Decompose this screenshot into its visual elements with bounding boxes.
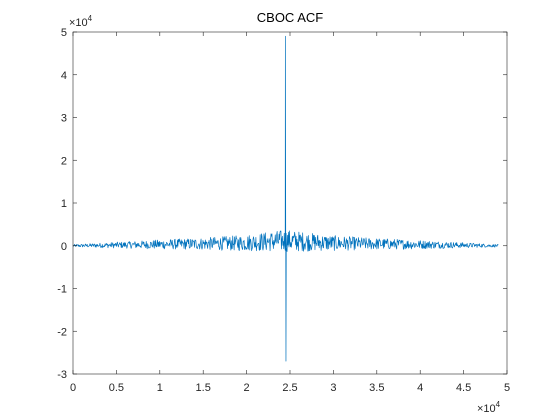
x-tick-label: 3	[330, 382, 336, 394]
y-tick-label: 1	[61, 198, 67, 210]
x-exponent-base: ×10	[477, 403, 496, 415]
y-tick-label: 0	[61, 241, 67, 253]
x-tick-label: 1	[157, 382, 163, 394]
y-tick-label: -1	[57, 284, 67, 296]
series-layer	[72, 35, 499, 362]
chart-title: CBOC ACF	[257, 10, 324, 25]
y-tick-label: -2	[57, 326, 67, 338]
y-tick-label: 5	[61, 27, 67, 39]
y-tick-label: 3	[61, 113, 67, 125]
x-tick-label: 0	[70, 382, 76, 394]
plot-area	[73, 32, 507, 374]
y-tick-label: 2	[61, 155, 67, 167]
x-tick-label: 5	[504, 382, 510, 394]
x-exponent-power: 4	[496, 400, 501, 409]
x-tick-label: 3.5	[369, 382, 384, 394]
x-tick-label: 2	[244, 382, 250, 394]
x-tick-label: 1.5	[196, 382, 211, 394]
y-axis: -3 -2 -1 0 1 2 3 4 5	[57, 27, 507, 381]
x-tick-label: 2.5	[282, 382, 297, 394]
x-tick-label: 0.5	[109, 382, 124, 394]
y-exponent-base: ×10	[69, 17, 88, 29]
x-axis-exponent: ×104	[477, 400, 501, 415]
y-tick-label: 4	[61, 70, 67, 82]
y-exponent-power: 4	[88, 14, 93, 23]
x-tick-label: 4.5	[456, 382, 471, 394]
y-axis-exponent: ×104	[69, 14, 93, 29]
x-axis: 0 0.5 1 1.5 2 2.5 3 3.5 4 4.5 5	[70, 32, 510, 394]
y-tick-label: -3	[57, 369, 67, 381]
x-tick-label: 4	[417, 382, 423, 394]
acf-series-line	[72, 35, 499, 362]
